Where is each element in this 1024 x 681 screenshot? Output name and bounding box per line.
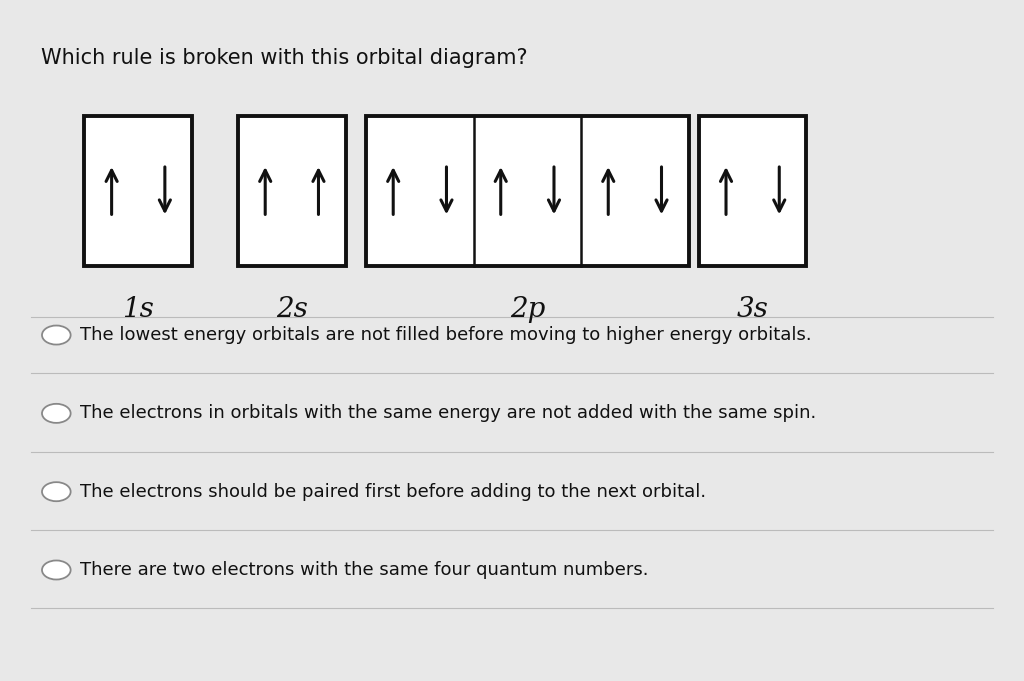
Text: There are two electrons with the same four quantum numbers.: There are two electrons with the same fo… bbox=[80, 561, 648, 579]
Circle shape bbox=[42, 482, 71, 501]
Circle shape bbox=[42, 404, 71, 423]
Circle shape bbox=[42, 326, 71, 345]
Text: 3s: 3s bbox=[736, 296, 769, 323]
Text: The electrons should be paired first before adding to the next orbital.: The electrons should be paired first bef… bbox=[80, 483, 706, 501]
Circle shape bbox=[42, 560, 71, 580]
Text: The lowest energy orbitals are not filled before moving to higher energy orbital: The lowest energy orbitals are not fille… bbox=[80, 326, 811, 344]
Text: 2s: 2s bbox=[275, 296, 308, 323]
Text: 2p: 2p bbox=[510, 296, 545, 323]
Text: 1s: 1s bbox=[122, 296, 155, 323]
Text: The electrons in orbitals with the same energy are not added with the same spin.: The electrons in orbitals with the same … bbox=[80, 405, 816, 422]
Bar bbox=[238, 116, 345, 266]
Bar bbox=[367, 116, 689, 266]
Bar bbox=[698, 116, 807, 266]
Bar bbox=[85, 116, 193, 266]
Text: Which rule is broken with this orbital diagram?: Which rule is broken with this orbital d… bbox=[41, 48, 527, 67]
